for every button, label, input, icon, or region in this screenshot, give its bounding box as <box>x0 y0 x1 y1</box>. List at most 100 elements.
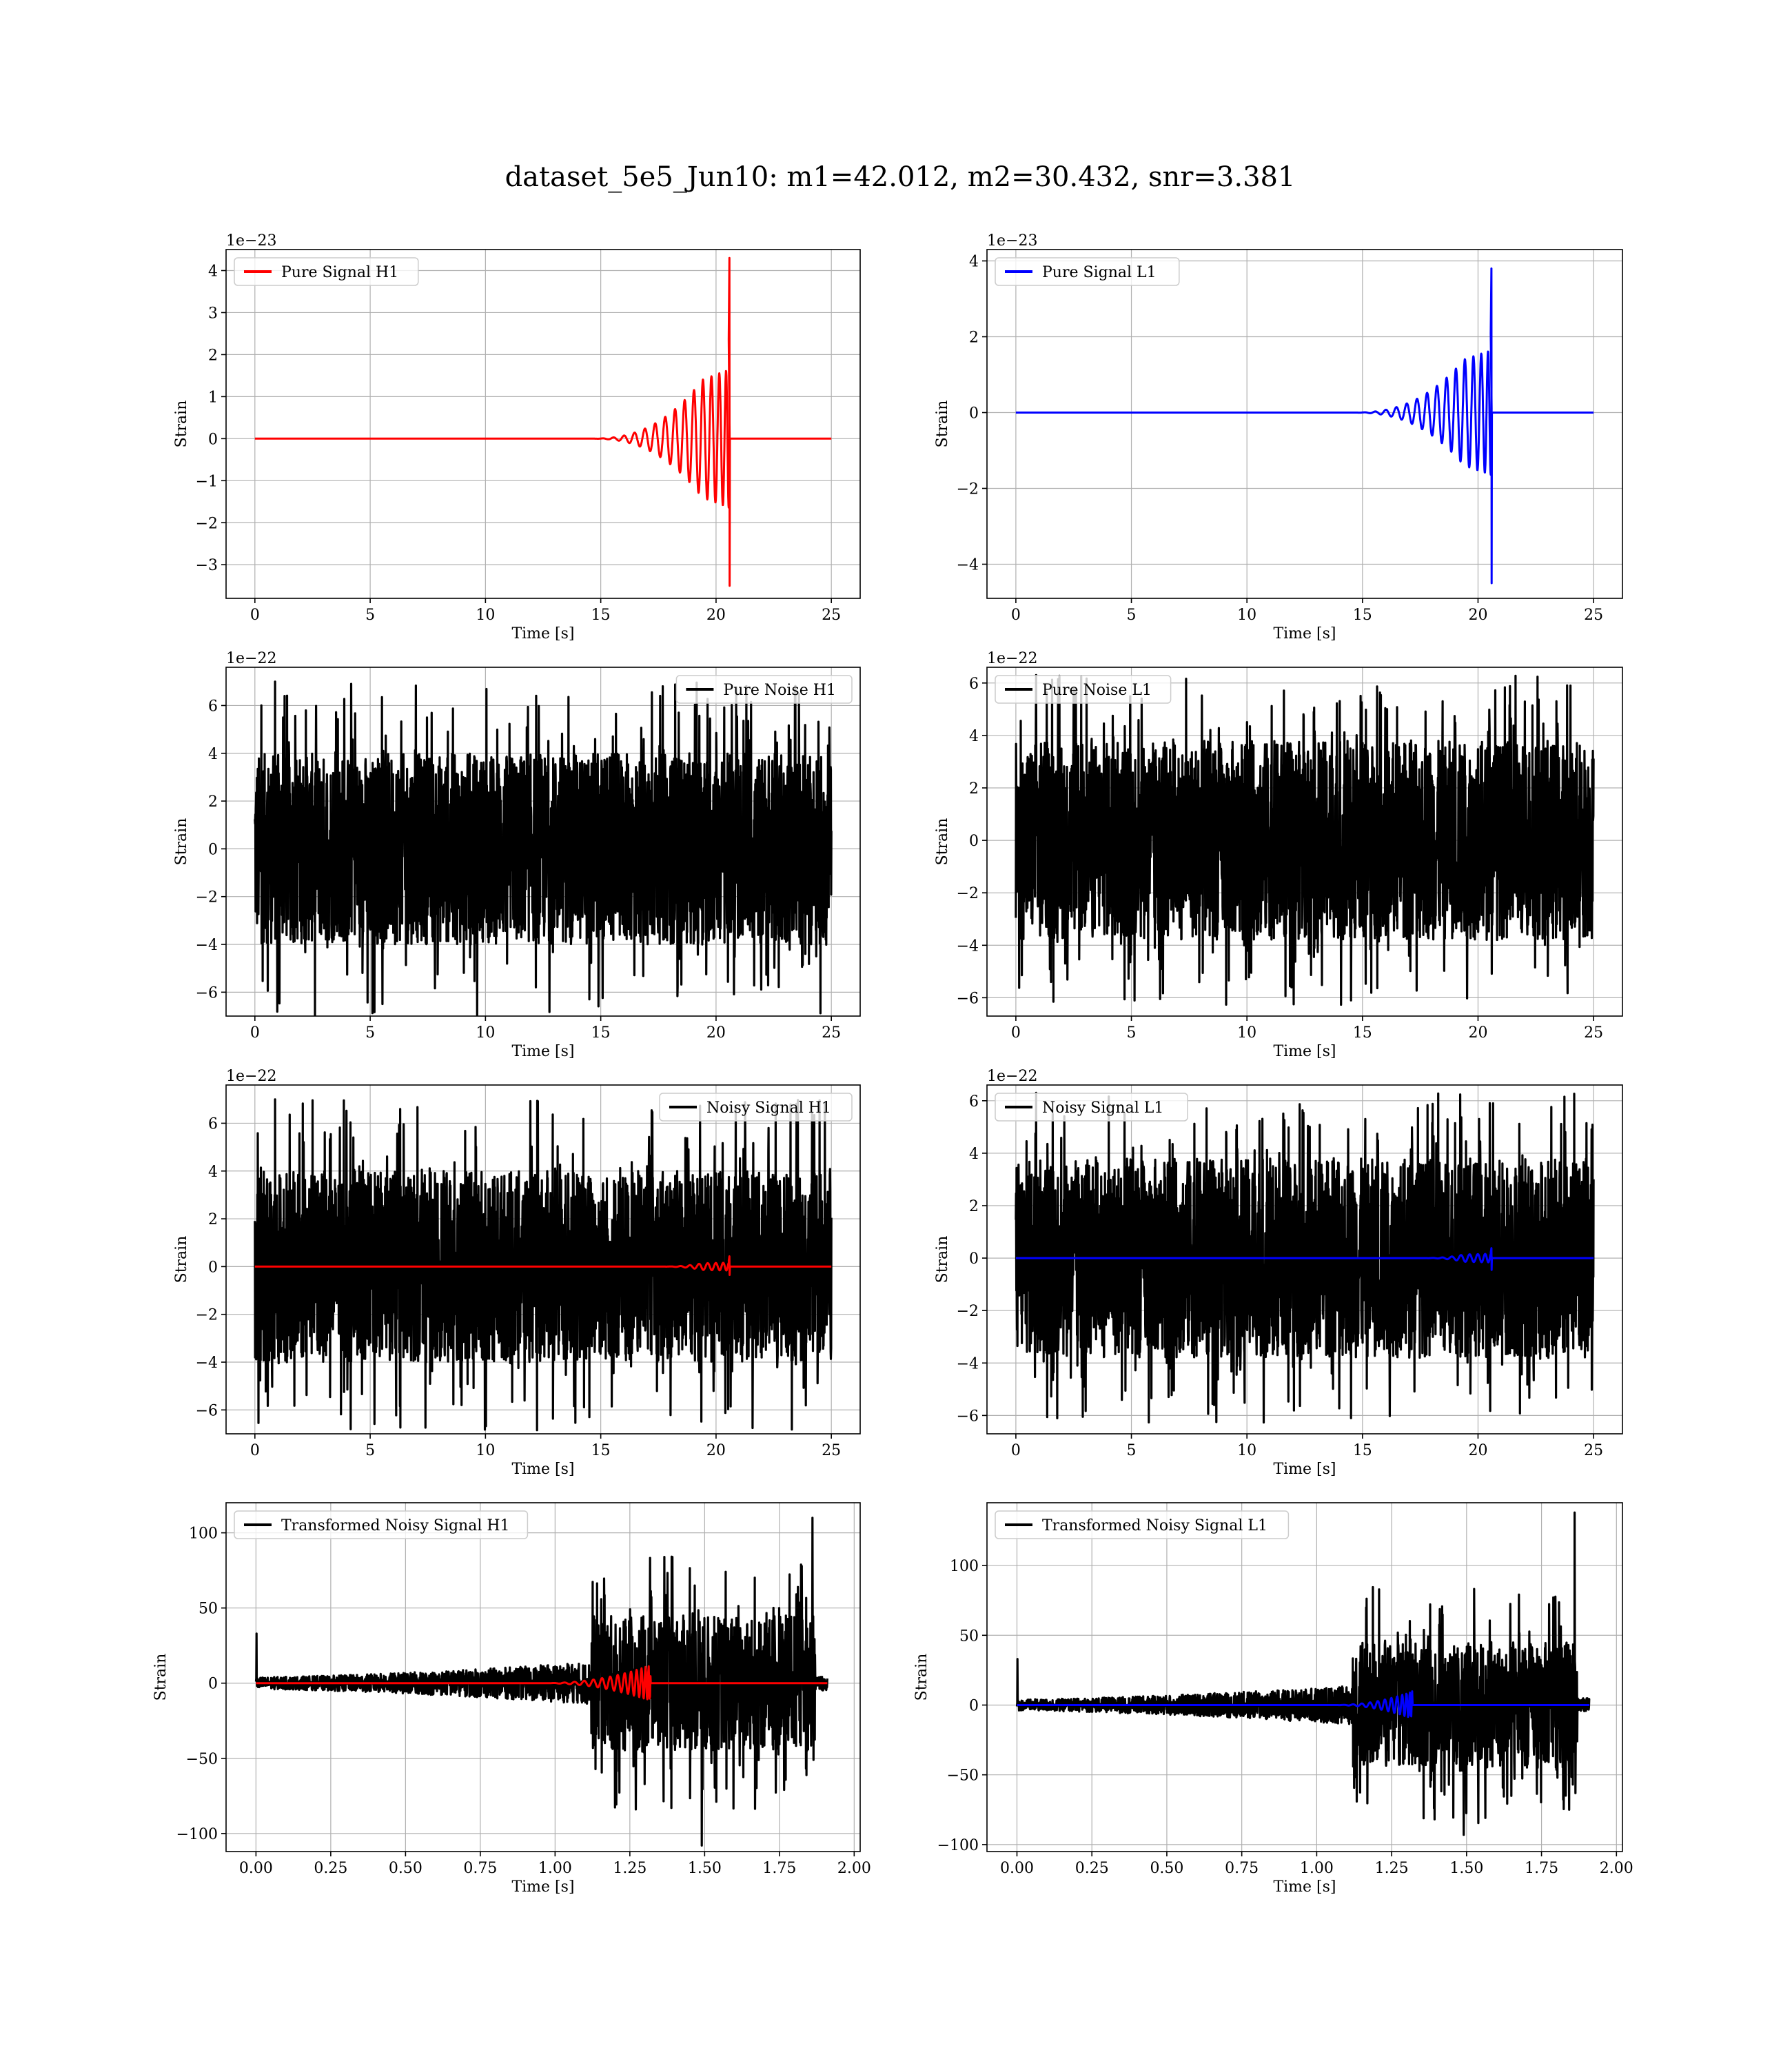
y-tick-label: 4 <box>969 1146 979 1163</box>
x-tick-label: 0.25 <box>314 1860 347 1877</box>
y-tick-label: 4 <box>208 263 218 280</box>
legend-label: Transformed Noisy Signal H1 <box>281 1517 510 1534</box>
offset-text: 1e−23 <box>226 232 276 250</box>
series-line-noisy-signal-l1 <box>1015 1091 1595 1424</box>
x-axis-label: Time [s] <box>511 1878 574 1896</box>
x-tick-label: 5 <box>365 607 375 624</box>
y-tick-label: −4 <box>957 1355 979 1372</box>
legend-label: Pure Signal L1 <box>1042 264 1157 281</box>
axes-frame <box>986 249 1623 599</box>
legend: Pure Noise L1 <box>995 675 1172 704</box>
figure-title: dataset_5e5_Jun10: m1=42.012, m2=30.432,… <box>505 161 1296 193</box>
x-tick-label: 25 <box>822 607 841 624</box>
y-tick-label: 0 <box>969 1697 979 1714</box>
y-tick-label: −6 <box>957 1408 979 1425</box>
x-tick-label: 1.25 <box>1375 1860 1409 1877</box>
legend: Noisy Signal H1 <box>659 1093 853 1122</box>
x-tick-label: 0.00 <box>239 1860 273 1877</box>
x-tick-label: 25 <box>1584 1024 1603 1042</box>
y-tick-label: −6 <box>957 990 979 1007</box>
y-tick-label: −6 <box>196 984 218 1002</box>
legend-label: Pure Signal H1 <box>281 264 398 281</box>
x-tick-label: 0.75 <box>463 1860 497 1877</box>
panel-pure_l1: 0 5 10 15 20 25 −4 −2 0 2 4 Time [s] Strain 1e−23 Pure… <box>934 232 1623 642</box>
offset-text: 1e−22 <box>226 1068 276 1085</box>
legend: Transformed Noisy Signal L1 <box>995 1510 1290 1539</box>
y-tick-label: −4 <box>957 937 979 955</box>
y-tick-label: 3 <box>208 305 218 322</box>
x-tick-label: 5 <box>1127 1024 1137 1042</box>
y-tick-label: −2 <box>957 885 979 902</box>
series-line-transformed-noisy-signal-l1 <box>1015 1511 1591 1836</box>
axes-frame <box>225 249 861 599</box>
x-tick-label: 10 <box>476 1442 495 1459</box>
x-tick-label: 0.50 <box>1150 1860 1183 1877</box>
legend-label: Pure Noise H1 <box>723 682 836 699</box>
y-tick-label: 0 <box>969 833 979 850</box>
y-tick-label: 4 <box>208 746 218 763</box>
y-tick-label: 0 <box>208 1259 218 1276</box>
x-tick-label: 15 <box>1353 1024 1372 1042</box>
x-tick-label: 0 <box>250 1024 260 1042</box>
x-tick-label: 10 <box>476 1024 495 1042</box>
y-tick-label: −1 <box>196 473 218 490</box>
y-axis-label: Strain <box>152 1654 170 1701</box>
y-tick-label: 2 <box>969 330 979 347</box>
y-tick-label: −50 <box>186 1751 218 1768</box>
legend-label: Noisy Signal H1 <box>706 1099 831 1117</box>
x-tick-label: 15 <box>1353 607 1372 624</box>
x-axis-label: Time [s] <box>511 1043 574 1060</box>
y-tick-label: 100 <box>950 1558 979 1575</box>
x-tick-label: 20 <box>706 1442 726 1459</box>
y-axis-label: Strain <box>173 1236 190 1284</box>
offset-text: 1e−22 <box>987 650 1037 667</box>
y-tick-label: 6 <box>969 1093 979 1111</box>
y-tick-label: −4 <box>196 1355 218 1372</box>
series-line-noisy_l1-overlay-1 <box>1015 1247 1594 1271</box>
x-tick-label: 15 <box>591 1442 611 1459</box>
y-tick-label: 4 <box>969 254 979 271</box>
y-tick-label: 6 <box>969 676 979 693</box>
series-line-trans_h1-overlay-1 <box>256 1665 828 1701</box>
legend-box <box>234 257 419 286</box>
series-line-pure-signal-h1 <box>254 256 832 587</box>
y-tick-label: 2 <box>208 347 218 364</box>
series-line-pure-noise-h1 <box>254 680 833 1016</box>
x-tick-label: 1.75 <box>762 1860 796 1877</box>
legend-label: Noisy Signal L1 <box>1042 1099 1163 1117</box>
x-tick-label: 0 <box>1011 1024 1021 1042</box>
x-tick-label: 20 <box>1468 1442 1487 1459</box>
panel-pure_h1: 0 5 10 15 20 25 −3 −2 −1 0 1 2 3 4 Time [s] Strain 1e−23… <box>173 232 861 642</box>
x-tick-label: 20 <box>706 607 726 624</box>
y-axis-label: Strain <box>934 1236 951 1284</box>
x-tick-label: 0.75 <box>1225 1860 1259 1877</box>
y-tick-label: −2 <box>196 1307 218 1324</box>
x-tick-label: 10 <box>476 607 495 624</box>
y-tick-label: 6 <box>208 698 218 715</box>
legend: Pure Signal H1 <box>234 257 419 286</box>
x-axis-label: Time [s] <box>1273 1043 1336 1060</box>
panel-noisy_h1: 0 5 10 15 20 25 −6 −4 −2 0 2 4 6 Time [s] Strain 1e−22 N… <box>173 1068 861 1478</box>
legend-box <box>995 675 1172 704</box>
x-tick-label: 0 <box>250 1442 260 1459</box>
legend: Pure Signal L1 <box>995 257 1180 286</box>
y-tick-label: −4 <box>196 937 218 954</box>
y-tick-label: −2 <box>196 889 218 906</box>
y-tick-label: 2 <box>208 1211 218 1228</box>
y-axis-label: Strain <box>934 818 951 866</box>
panel-noise_h1: 0 5 10 15 20 25 −6 −4 −2 0 2 4 6 Time [s] Strain 1e−22 P… <box>173 650 861 1060</box>
legend-label: Pure Noise L1 <box>1042 682 1152 699</box>
axes-frame <box>986 1084 1623 1435</box>
axes-frame <box>225 667 861 1017</box>
y-axis-label: Strain <box>934 401 951 448</box>
x-tick-label: 5 <box>365 1442 375 1459</box>
series-line-trans_l1-overlay-1 <box>1017 1690 1590 1719</box>
legend-box <box>995 1093 1188 1122</box>
x-axis-label: Time [s] <box>1273 1461 1336 1478</box>
x-tick-label: 1.75 <box>1525 1860 1558 1877</box>
y-tick-label: 0 <box>969 405 979 423</box>
x-tick-label: 10 <box>1237 1024 1256 1042</box>
x-tick-label: 20 <box>1468 1024 1487 1042</box>
x-tick-label: 2.00 <box>1600 1860 1633 1877</box>
y-tick-label: −2 <box>196 515 218 532</box>
